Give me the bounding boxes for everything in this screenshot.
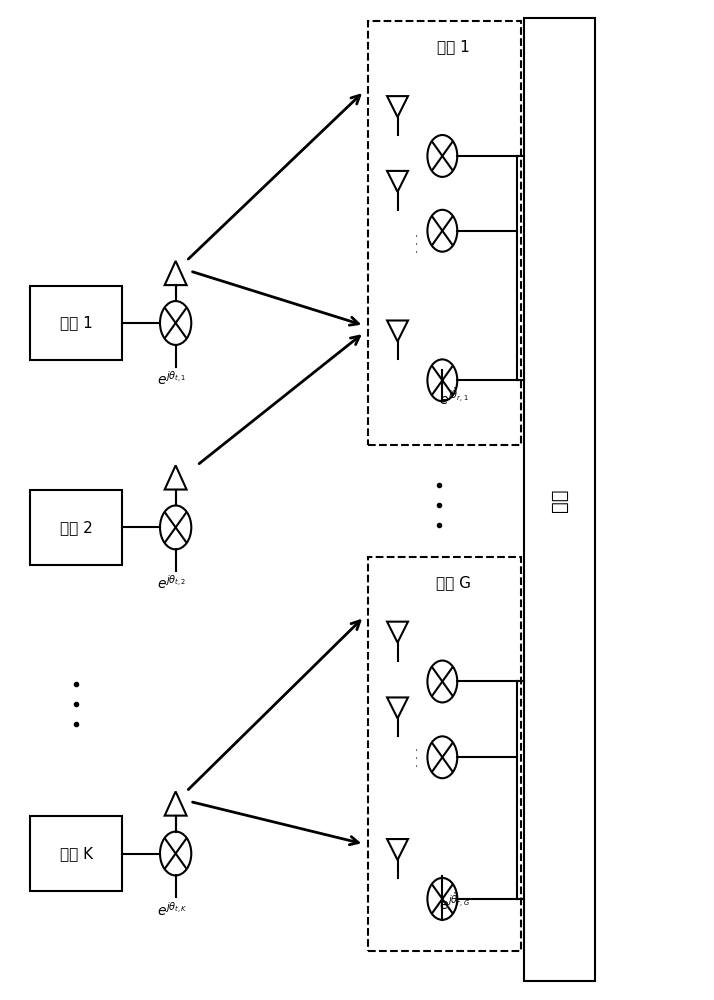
Bar (368, 557, 521, 951)
Text: $e^{j\tilde{\theta}_{r,1}}$: $e^{j\tilde{\theta}_{r,1}}$ (439, 387, 468, 407)
Text: 分组 G: 分组 G (436, 575, 471, 590)
Text: $e^{j\theta_{t,1}}$: $e^{j\theta_{t,1}}$ (157, 370, 187, 388)
Bar (368, 21, 521, 445)
Bar (30, 816, 122, 891)
Text: 用户 2: 用户 2 (60, 520, 92, 535)
Bar (30, 490, 122, 565)
Text: 基站: 基站 (550, 488, 569, 512)
Text: $e^{j\tilde{\theta}_{r,G}}$: $e^{j\tilde{\theta}_{r,G}}$ (439, 892, 470, 913)
Bar (30, 286, 122, 360)
Text: · · ·: · · · (413, 747, 426, 767)
Text: 用户 K: 用户 K (59, 846, 93, 861)
Text: $e^{j\theta_{t,K}}$: $e^{j\theta_{t,K}}$ (156, 900, 188, 918)
Text: 用户 1: 用户 1 (60, 315, 92, 330)
Text: $e^{j\theta_{t,2}}$: $e^{j\theta_{t,2}}$ (157, 574, 187, 592)
Bar (524, 18, 595, 981)
Text: 分组 1: 分组 1 (437, 39, 470, 54)
Text: · · ·: · · · (413, 233, 426, 253)
